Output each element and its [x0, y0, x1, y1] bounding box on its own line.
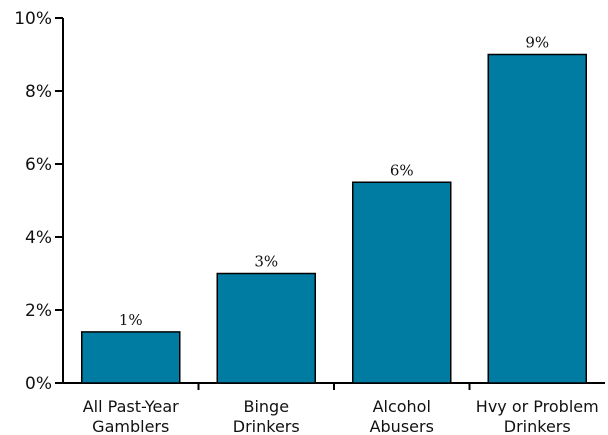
- bar: [81, 331, 181, 384]
- x-category-label: Alcohol: [373, 397, 431, 416]
- y-tick-label: 10%: [14, 9, 52, 29]
- y-tick-label: 8%: [25, 82, 52, 102]
- bar: [487, 53, 587, 384]
- x-category-label: Abusers: [370, 417, 434, 435]
- y-tick-label: 6%: [25, 155, 52, 175]
- x-category-label: All Past-Year: [83, 397, 179, 416]
- data-label: 6%: [390, 161, 414, 179]
- x-category-label: Binge: [243, 397, 289, 416]
- bar: [216, 272, 316, 384]
- data-label: 9%: [525, 34, 549, 52]
- x-category-label: Drinkers: [233, 417, 300, 435]
- data-label: 3%: [254, 253, 278, 271]
- x-category-label: Drinkers: [504, 417, 571, 435]
- bar: [352, 181, 452, 384]
- data-label: 1%: [119, 311, 143, 329]
- y-tick-label: 0%: [25, 374, 52, 394]
- x-category-label: Gamblers: [92, 417, 169, 435]
- y-tick-label: 4%: [25, 228, 52, 248]
- x-category-label: Hvy or Problem: [476, 397, 599, 416]
- y-tick-label: 2%: [25, 301, 52, 321]
